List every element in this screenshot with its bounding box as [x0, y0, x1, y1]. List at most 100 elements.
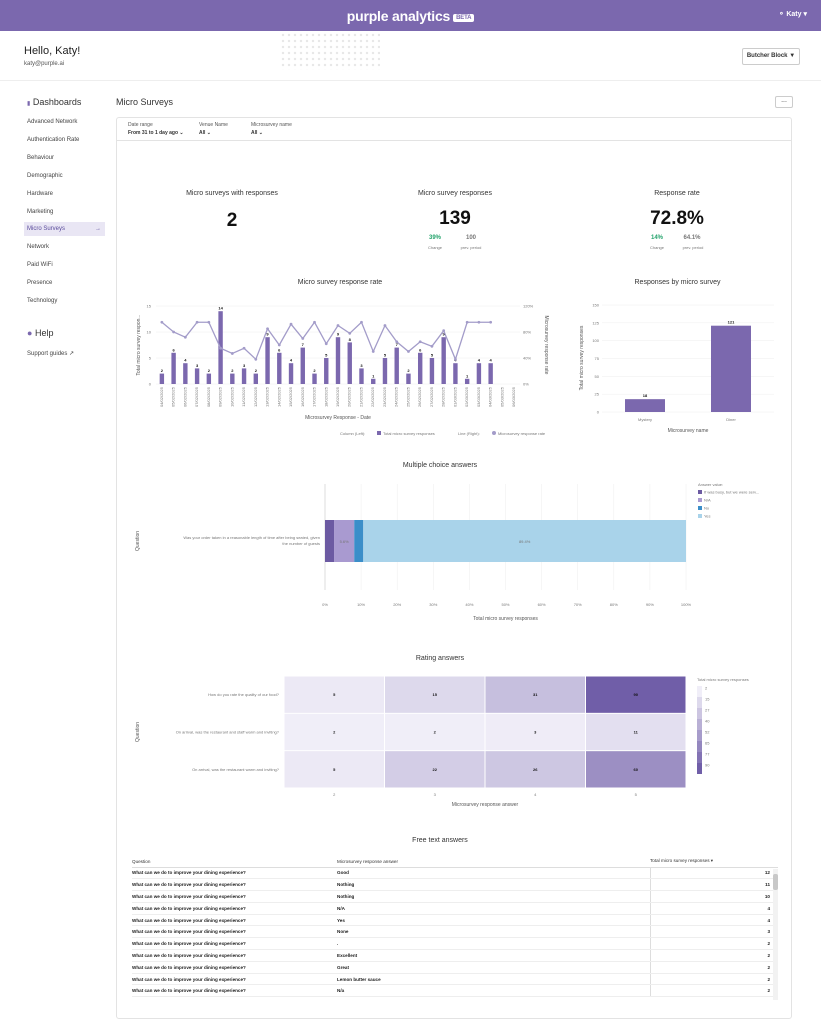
legend-tick: 52 — [705, 730, 710, 735]
legend-text: Column (Left): — [340, 431, 365, 436]
bar-segment — [354, 520, 364, 562]
chart-title-by-survey: Responses by micro survey — [634, 279, 721, 286]
cell-label: 2 — [333, 730, 336, 735]
y-tick: 150 — [592, 303, 599, 308]
legend-tick: 40 — [705, 719, 710, 724]
sidebar-item-demographic[interactable]: Demographic — [27, 172, 63, 179]
bar-label: 4 — [478, 358, 481, 363]
x-tick: 30% — [429, 602, 437, 607]
segment-label: 5.6% — [340, 539, 350, 544]
x-tick: 02/03/2025 — [464, 386, 469, 407]
x-tick: 26/02/2025 — [417, 386, 422, 407]
chart-title-rating: Rating answers — [415, 655, 465, 662]
x-tick: 3 — [434, 792, 437, 797]
sidebar-item-advanced-network[interactable]: Advanced Network — [27, 119, 78, 125]
rating-heatmap: How do you rate the quality of our food?… — [135, 676, 749, 808]
sidebar-item-presence[interactable]: Presence — [27, 280, 53, 287]
cell-answer: Yes — [337, 914, 650, 927]
col-total[interactable]: Total micro survey responses ▾ — [650, 856, 778, 868]
x-tick: 20/02/2025 — [347, 386, 352, 407]
cell-label: 11 — [634, 730, 639, 735]
bar-label: 9 — [443, 332, 446, 337]
sidebar-item-behaviour[interactable]: Behaviour — [27, 154, 55, 161]
user-email: katy@purple.ai — [24, 61, 65, 67]
bar — [476, 363, 482, 384]
support-guides-link[interactable]: Support guides ↗ — [27, 351, 75, 357]
y-tick: 125 — [592, 320, 599, 325]
table-row: What can we do to improve your dining ex… — [132, 973, 778, 986]
table-row: What can we do to improve your dining ex… — [132, 949, 778, 962]
top-bar — [0, 0, 821, 31]
sidebar-heading[interactable]: ▮ Dashboards — [27, 97, 82, 107]
y2-tick: 120% — [523, 304, 534, 309]
x-tick: 18/02/2025 — [323, 386, 328, 407]
bar — [406, 373, 411, 384]
sidebar-item-network[interactable]: Network — [27, 244, 50, 251]
x-axis-label: Microsurvey response answer — [452, 802, 519, 808]
x-tick: 05/02/2025 — [171, 386, 176, 407]
more-button[interactable]: ... — [775, 96, 793, 108]
legend-swatch — [698, 490, 702, 494]
sidebar-item-hardware[interactable]: Hardware — [27, 190, 54, 197]
legend-text: If was busy, but we were serv... — [704, 490, 759, 495]
legend-tick: 2 — [705, 686, 708, 691]
x-tick: 0% — [322, 602, 328, 607]
cell-label: 15 — [433, 692, 438, 697]
table-scrollbar[interactable] — [773, 869, 778, 1000]
table-row: What can we do to improve your dining ex… — [132, 914, 778, 927]
kpi-responses-change-label: Change — [427, 245, 442, 250]
sidebar-item-micro-surveys[interactable]: Micro Surveys → — [24, 222, 105, 237]
chevron-down-icon: ▼ — [789, 53, 796, 59]
col-question[interactable]: Question — [132, 856, 337, 868]
y-axis-label: Question — [135, 722, 141, 742]
bar — [171, 352, 176, 384]
legend-text: Yes — [704, 514, 711, 519]
sidebar-item-paid-wifi[interactable]: Paid WiFi — [27, 262, 53, 269]
filter-date-range[interactable]: Date range From 31 to 1 day ago ⌄ — [128, 122, 184, 136]
y-tick: 5 — [149, 356, 152, 361]
line-point — [230, 352, 234, 355]
kpi-surveys-label: Micro surveys with responses — [186, 190, 278, 197]
bar-label: 7 — [396, 342, 399, 347]
line-point — [489, 320, 493, 324]
x-tick: 90% — [646, 602, 654, 607]
cell-total: 12 — [649, 867, 778, 880]
cell-total: 3 — [649, 925, 778, 939]
bar — [429, 358, 435, 384]
bar-label: 1 — [466, 373, 469, 378]
cell-total: 2 — [649, 973, 778, 986]
legend-tick: 77 — [705, 752, 710, 757]
bar-label: 2 — [161, 368, 164, 373]
y-tick: On arrival, was the restaurant warm and … — [192, 767, 280, 772]
help-heading: ● Help — [27, 328, 54, 338]
bar-label: 5 — [431, 353, 434, 358]
x-tick: 01/03/2025 — [452, 386, 457, 407]
filter-venue-name[interactable]: Venue Name All ⌄ — [199, 122, 228, 136]
cell-answer: Nothing — [337, 878, 650, 892]
line-point — [348, 331, 352, 335]
cell-label: 3 — [534, 730, 537, 735]
x-tick: 06/03/2025 — [511, 386, 516, 407]
line-point — [407, 350, 410, 353]
sidebar-item-technology[interactable]: Technology — [27, 298, 58, 304]
site-select[interactable]: Butcher Block ▼ — [742, 48, 800, 65]
bar — [230, 373, 235, 384]
filter-microsurvey-name[interactable]: Microsurvey name All ⌄ — [251, 122, 292, 136]
legend-swatch — [492, 431, 496, 435]
heatmap-cell — [385, 676, 485, 713]
y-tick: 10 — [147, 330, 152, 335]
kpi-responses-value: 139 — [439, 208, 471, 229]
line-point — [266, 327, 269, 331]
legend-swatch — [697, 730, 702, 741]
x-tick: Mystery — [638, 417, 652, 422]
x-tick: 08/02/2025 — [206, 386, 211, 407]
sidebar-item-authentication-rate[interactable]: Authentication Rate — [27, 136, 80, 143]
bar — [359, 368, 364, 384]
x-tick: 19/02/2025 — [335, 386, 340, 407]
user-menu[interactable]: ⚬ Katy ▾ — [778, 11, 807, 18]
cell-question: What can we do to improve your dining ex… — [132, 961, 337, 974]
col-answer[interactable]: Microsurvey response answer — [337, 856, 650, 868]
line-point — [313, 320, 316, 324]
line-point — [172, 330, 176, 334]
sidebar-item-marketing[interactable]: Marketing — [27, 208, 54, 215]
